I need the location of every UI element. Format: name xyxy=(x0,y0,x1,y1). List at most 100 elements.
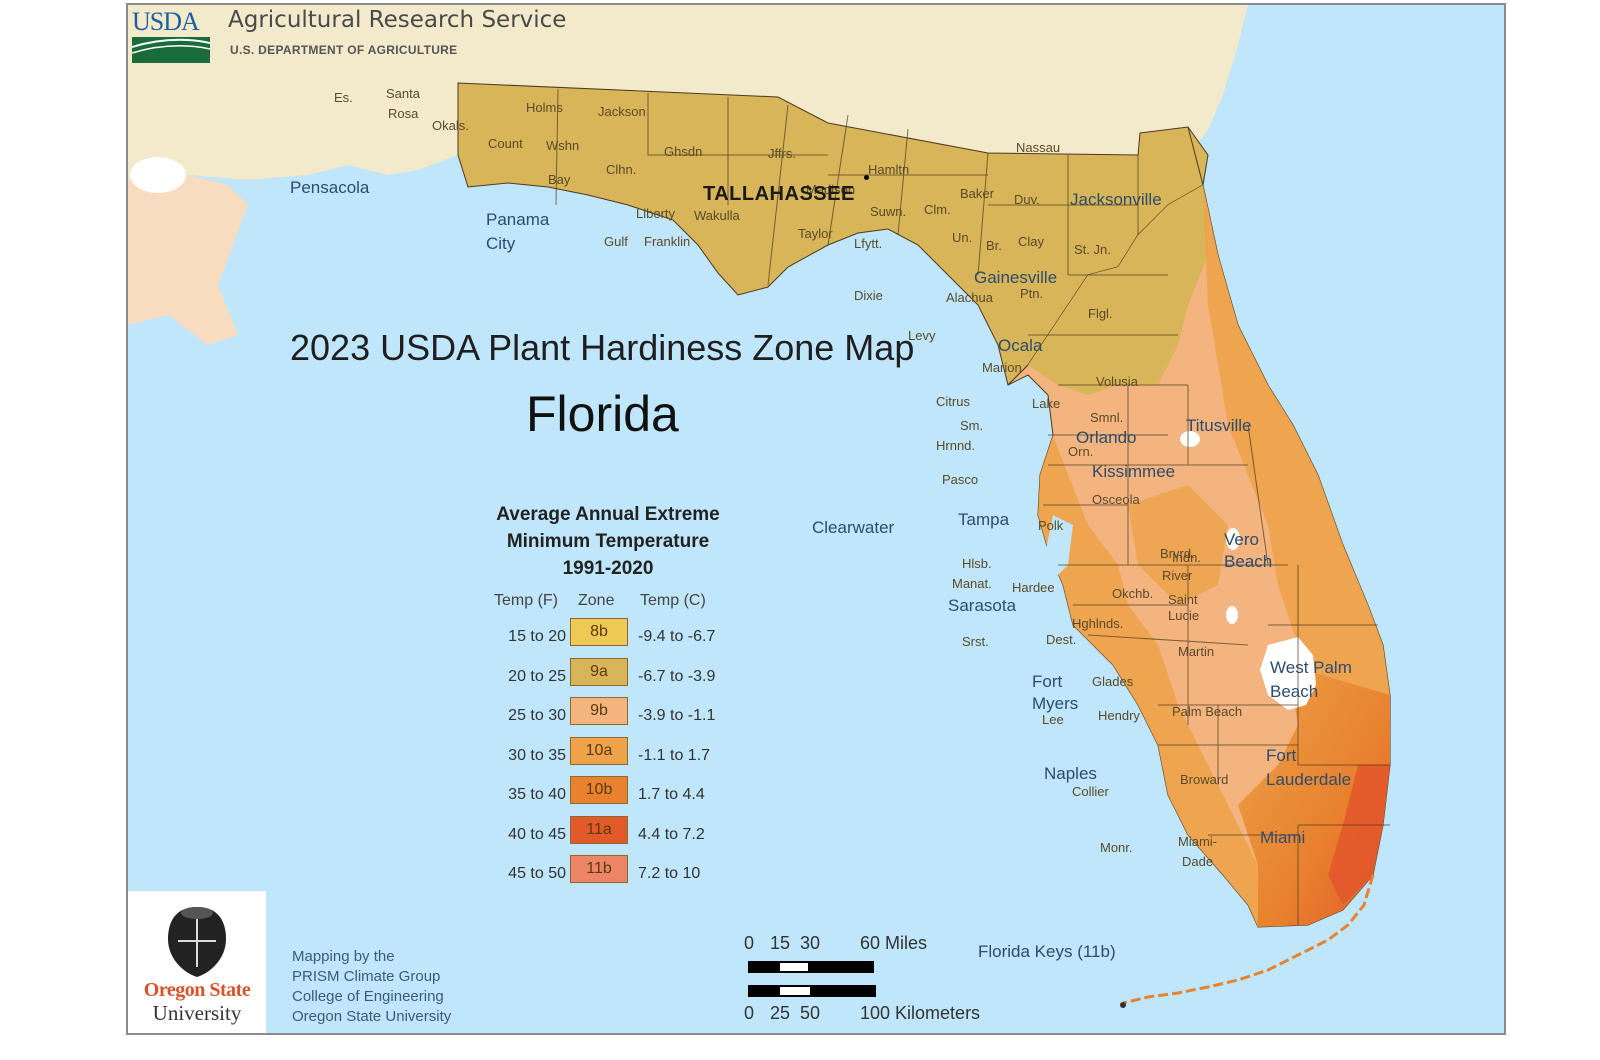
department-subtitle: U.S. DEPARTMENT OF AGRICULTURE xyxy=(230,43,458,57)
city-label: Panama xyxy=(486,210,550,229)
legend-col-c: Temp (C) xyxy=(640,592,706,609)
legend-zone-swatch: 10b xyxy=(570,776,628,804)
osu-logo-box: Oregon State University xyxy=(128,891,266,1033)
legend-temp-f: 30 to 35 xyxy=(508,746,566,764)
county-label: Hendry xyxy=(1098,708,1140,723)
county-label: Ptn. xyxy=(1020,286,1044,301)
county-label: Sm. xyxy=(960,418,984,433)
county-label: River xyxy=(1162,568,1193,583)
county-label: Jackson xyxy=(598,104,646,119)
county-label: Smnl. xyxy=(1090,410,1124,425)
county-label: Collier xyxy=(1072,784,1109,799)
legend-row: 25 to 30 9b -3.9 to -1.1 xyxy=(458,697,758,737)
legend-temp-c: -1.1 to 1.7 xyxy=(638,746,711,764)
legend: Average Annual Extreme Minimum Temperatu… xyxy=(458,501,758,895)
map-title: 2023 USDA Plant Hardiness Zone Map xyxy=(290,327,915,368)
legend-row: 30 to 35 10a -1.1 to 1.7 xyxy=(458,736,758,777)
legend-temp-c: -9.4 to -6.7 xyxy=(638,628,716,645)
city-label: Florida Keys (11b) xyxy=(978,942,1116,961)
county-label: Duv. xyxy=(1014,192,1040,207)
legend-temp-f: 20 to 25 xyxy=(508,667,566,685)
city-label: Fort xyxy=(1032,672,1063,691)
county-label: Palm Beach xyxy=(1172,704,1243,719)
legend-heading: Average Annual Extreme Minimum Temperatu… xyxy=(458,501,758,582)
osu-seal-icon xyxy=(168,907,226,977)
neighbor-states xyxy=(128,5,1248,180)
scale-bar-segment xyxy=(780,987,810,995)
zone-10a-east xyxy=(1203,185,1390,765)
county-label: Citrus xyxy=(936,394,970,409)
county-label: Hardee xyxy=(1012,580,1055,595)
legend-column-headers: Temp (F) Zone Temp (C) xyxy=(458,590,758,618)
lake-okeechobee xyxy=(1260,637,1316,710)
county-label: Brvrd. xyxy=(1160,546,1195,561)
usda-logo: USDA xyxy=(132,9,210,63)
county-label: Pasco xyxy=(942,472,979,487)
county-label: Polk xyxy=(1038,518,1064,533)
county-label: Clay xyxy=(1018,234,1045,249)
county-label: Broward xyxy=(1180,772,1229,787)
county-label: Taylor xyxy=(798,226,833,241)
city-label: Fort xyxy=(1266,746,1297,765)
legend-temp-c: 4.4 to 7.2 xyxy=(638,825,705,843)
city-label: Miami xyxy=(1260,828,1306,847)
legend-temp-f: 45 to 50 xyxy=(508,865,566,882)
scale-tick: 0 xyxy=(744,1003,755,1023)
scale-bar-miles xyxy=(748,961,874,973)
city-label: Beach xyxy=(1270,682,1319,701)
county-label: Madison xyxy=(806,182,856,197)
louisiana-coast xyxy=(128,175,248,345)
legend-temp-f: 40 to 45 xyxy=(508,825,566,843)
county-label: Bay xyxy=(548,172,571,187)
legend-col-zone: Zone xyxy=(578,592,615,609)
county-label: Levy xyxy=(908,328,936,343)
county-label: Lake xyxy=(1032,396,1061,411)
state-title: Florida xyxy=(526,386,679,442)
county-label: Lucie xyxy=(1168,608,1200,623)
legend-heading-line: Average Annual Extreme xyxy=(496,504,720,525)
credit-line: College of Engineering xyxy=(292,988,444,1005)
city-label: Titusville xyxy=(1186,416,1252,435)
legend-row: 15 to 20 8b -9.4 to -6.7 xyxy=(458,618,758,658)
county-label: Hamltn xyxy=(868,162,910,177)
county-label: Count xyxy=(488,136,523,151)
county-label: Alachua xyxy=(946,290,993,305)
florida-keys xyxy=(1122,874,1375,1005)
county-label: Saint xyxy=(1168,592,1198,607)
zone-10a-polk xyxy=(1128,485,1228,605)
county-label: Nassau xyxy=(1016,140,1061,155)
county-label: Orn. xyxy=(1068,444,1094,459)
county-label: Lfytt. xyxy=(854,236,883,251)
legend-temp-c: 7.2 to 10 xyxy=(638,865,701,882)
city-label: Sarasota xyxy=(948,596,1017,615)
county-label: Jffrs. xyxy=(768,146,796,161)
city-label: Clearwater xyxy=(812,518,895,537)
agency-title: Agricultural Research Service xyxy=(228,7,567,33)
city-label: City xyxy=(486,234,516,253)
legend-row: 20 to 25 9a -6.7 to -3.9 xyxy=(458,657,758,698)
county-label: Santa xyxy=(386,86,420,101)
scale-tick: 0 xyxy=(744,933,755,953)
legend-rows: 15 to 20 8b -9.4 to -6.7 20 to 25 9a -6.7 to … xyxy=(458,618,758,895)
county-label: Flgl. xyxy=(1088,306,1113,321)
scale-bar-km xyxy=(748,985,876,997)
city-label: Beach xyxy=(1224,552,1273,571)
legend-zone-swatch: 9b xyxy=(570,697,628,725)
scale-tick: 30 xyxy=(800,933,821,953)
county-label: Srst. xyxy=(962,634,989,649)
county-label: Br. xyxy=(986,238,1002,253)
county-label: Hghlnds. xyxy=(1072,616,1124,631)
scale-tick: 25 xyxy=(770,1003,791,1023)
legend-col-f: Temp (F) xyxy=(494,592,558,609)
credit-line: Oregon State University xyxy=(292,1008,452,1025)
map-frame: USDA Agricultural Research Service U.S. … xyxy=(126,3,1506,1035)
county-label: Dest. xyxy=(1046,632,1077,647)
city-label: Jacksonville xyxy=(1070,190,1162,209)
scale-miles-label: 60 Miles xyxy=(860,933,928,953)
legend-heading-line: 1991-2020 xyxy=(562,558,654,579)
county-label: Glades xyxy=(1092,674,1134,689)
city-label: Pensacola xyxy=(290,178,370,197)
city-label: Kissimmee xyxy=(1092,462,1176,481)
mapping-credits: Mapping by the PRISM Climate Group Colle… xyxy=(292,947,451,1027)
county-label: Wshn xyxy=(546,138,580,153)
